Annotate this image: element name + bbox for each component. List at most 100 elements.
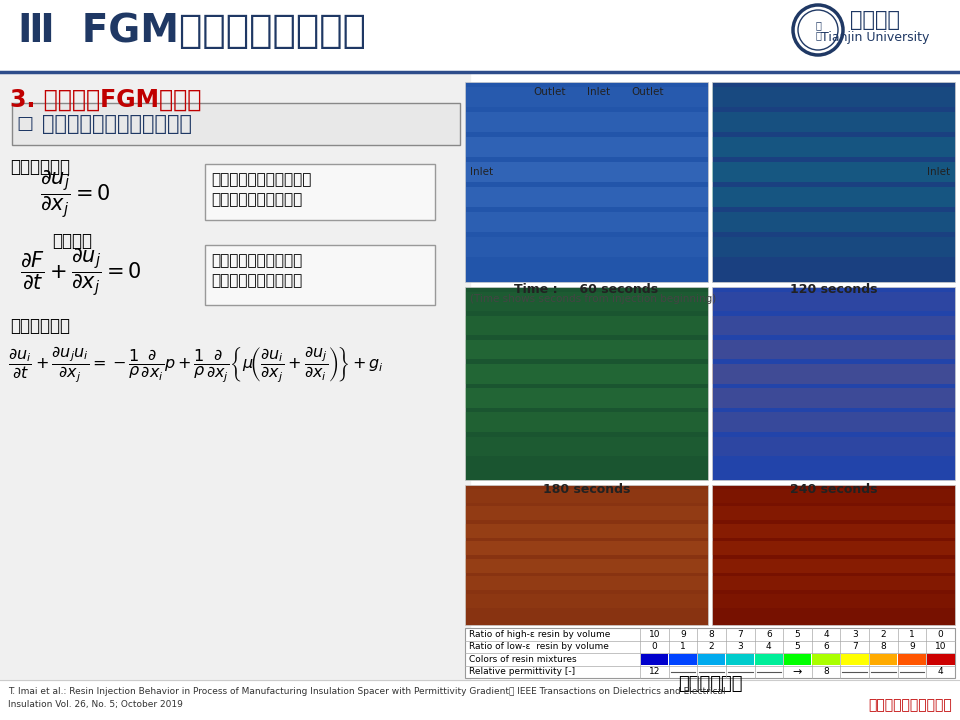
Text: 动量守恒方程: 动量守恒方程 <box>10 317 70 335</box>
Text: 8: 8 <box>880 642 886 652</box>
Bar <box>727 654 754 665</box>
Bar <box>712 292 955 311</box>
Bar <box>812 654 840 665</box>
Text: 关键参数：流量、流速、: 关键参数：流量、流速、 <box>211 172 311 187</box>
Bar <box>870 654 898 665</box>
Text: Colors of resin mixtures: Colors of resin mixtures <box>469 654 577 664</box>
Text: $\dfrac{\partial F}{\partial t} + \dfrac{\partial u_j}{\partial x_j} = 0$: $\dfrac{\partial F}{\partial t} + \dfrac… <box>20 246 142 298</box>
Bar <box>465 436 708 456</box>
Text: 9: 9 <box>680 630 685 639</box>
Text: 6: 6 <box>766 630 772 639</box>
Text: 3: 3 <box>852 630 857 639</box>
Bar <box>926 654 954 665</box>
Bar <box>712 523 955 538</box>
Bar <box>899 654 925 665</box>
Bar <box>712 187 955 207</box>
Text: Inlet: Inlet <box>588 87 611 97</box>
Text: Outlet: Outlet <box>631 87 663 97</box>
Text: 天
大: 天 大 <box>815 20 821 40</box>
Bar <box>712 485 955 625</box>
Bar <box>640 654 668 665</box>
Text: 240 seconds: 240 seconds <box>790 483 877 496</box>
Text: 6: 6 <box>824 642 829 652</box>
Text: 2: 2 <box>708 642 714 652</box>
Text: Inlet: Inlet <box>470 167 493 177</box>
Bar <box>0 72 470 680</box>
Bar <box>465 488 708 503</box>
Bar <box>756 654 782 665</box>
Text: 600 seconds (Injection finished): 600 seconds (Injection finished) <box>721 628 946 641</box>
Bar <box>698 654 726 665</box>
Text: 8: 8 <box>708 630 714 639</box>
Bar <box>712 162 955 182</box>
Bar <box>465 237 708 257</box>
Bar <box>465 506 708 520</box>
Bar <box>465 593 708 608</box>
Text: 《电工技术学报》发布: 《电工技术学报》发布 <box>868 698 952 712</box>
Text: 流体连续方程: 流体连续方程 <box>10 158 70 176</box>
Bar <box>712 82 955 282</box>
Bar <box>205 164 435 220</box>
Text: Relative permittivity [-]: Relative permittivity [-] <box>469 667 575 676</box>
Text: 7: 7 <box>737 630 743 639</box>
Text: 4: 4 <box>938 667 944 676</box>
Bar <box>712 316 955 336</box>
Text: 8: 8 <box>824 667 829 676</box>
Bar <box>465 137 708 157</box>
Text: 0: 0 <box>652 642 658 652</box>
Text: 4: 4 <box>766 642 772 652</box>
Text: 平流方程: 平流方程 <box>52 232 92 250</box>
Text: $\dfrac{\partial u_i}{\partial t} + \dfrac{\partial u_j u_i}{\partial x_j} = -\d: $\dfrac{\partial u_i}{\partial t} + \dfr… <box>8 345 384 385</box>
Bar <box>712 413 955 432</box>
Text: 2: 2 <box>880 630 886 639</box>
Bar <box>712 364 955 384</box>
Bar <box>669 654 697 665</box>
Text: $\dfrac{\partial u_j}{\partial x_j} = 0$: $\dfrac{\partial u_j}{\partial x_j} = 0$ <box>40 168 110 220</box>
Text: 流体密度、流体粘度等: 流体密度、流体粘度等 <box>211 192 302 207</box>
Bar <box>465 212 708 232</box>
Bar <box>465 388 708 408</box>
Text: 四进四出模型: 四进四出模型 <box>678 675 742 693</box>
Bar <box>712 287 955 480</box>
Text: 4: 4 <box>824 630 828 639</box>
Bar <box>712 576 955 590</box>
Bar <box>712 488 955 503</box>
Bar <box>12 103 460 145</box>
Bar <box>712 611 955 625</box>
Text: T. Imai et al.: Resin Injection Behavior in Process of Manufacturing Insulation : T. Imai et al.: Resin Injection Behavior… <box>8 686 726 696</box>
Bar <box>712 262 955 282</box>
Bar <box>465 485 708 625</box>
Bar <box>465 316 708 336</box>
Text: (Time shows seconds from injection beginning): (Time shows seconds from injection begin… <box>470 294 716 304</box>
Text: Ⅲ  FGM绶缘子与电场调控: Ⅲ FGM绶缘子与电场调控 <box>18 12 366 50</box>
Text: 3. 柔性浇注FGM绶缘子: 3. 柔性浇注FGM绶缘子 <box>10 88 202 112</box>
Bar <box>465 364 708 384</box>
Bar <box>712 541 955 555</box>
Text: □: □ <box>16 115 34 133</box>
Text: →: → <box>793 667 803 677</box>
Text: 3: 3 <box>737 642 743 652</box>
Text: Outlet: Outlet <box>534 87 566 97</box>
Bar <box>465 162 708 182</box>
Bar <box>712 388 955 408</box>
Text: 9: 9 <box>909 642 915 652</box>
Text: 0: 0 <box>938 630 944 639</box>
Bar <box>712 237 955 257</box>
Text: Time :     60 seconds: Time : 60 seconds <box>515 283 659 296</box>
Bar <box>712 593 955 608</box>
Text: 5: 5 <box>795 642 801 652</box>
Bar <box>712 212 955 232</box>
Bar <box>465 82 708 282</box>
Bar <box>465 523 708 538</box>
Bar <box>465 262 708 282</box>
Text: Insulation Vol. 26, No. 5; October 2019: Insulation Vol. 26, No. 5; October 2019 <box>8 701 182 709</box>
Text: 将混合物视为不互滶流: 将混合物视为不互滶流 <box>211 253 302 268</box>
Bar <box>465 559 708 572</box>
Bar <box>841 654 869 665</box>
Text: Tianjin University: Tianjin University <box>821 32 929 45</box>
Text: 12: 12 <box>649 667 660 676</box>
Text: 360 seconds: 360 seconds <box>542 628 630 641</box>
Bar <box>712 461 955 480</box>
Bar <box>465 340 708 359</box>
Text: 180 seconds: 180 seconds <box>542 483 630 496</box>
